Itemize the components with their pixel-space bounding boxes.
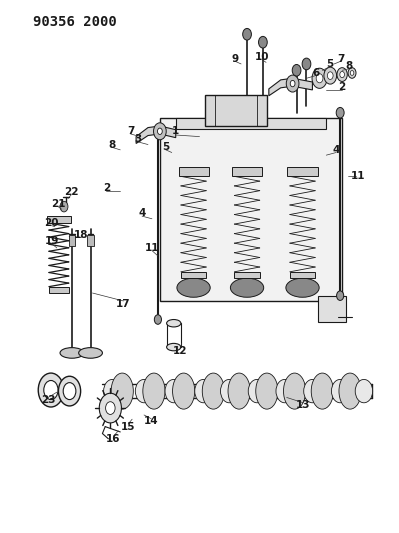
Bar bbox=[287, 167, 318, 176]
Text: 23: 23 bbox=[41, 395, 55, 405]
Bar bbox=[178, 167, 209, 176]
Circle shape bbox=[336, 108, 344, 118]
Ellipse shape bbox=[256, 373, 278, 409]
Ellipse shape bbox=[228, 373, 250, 409]
Ellipse shape bbox=[339, 373, 361, 409]
Ellipse shape bbox=[355, 379, 373, 403]
Text: 10: 10 bbox=[255, 52, 269, 62]
Bar bbox=[49, 287, 69, 293]
Circle shape bbox=[350, 70, 354, 75]
Text: 4: 4 bbox=[332, 145, 340, 155]
Circle shape bbox=[243, 28, 251, 40]
Ellipse shape bbox=[111, 373, 133, 409]
Bar bbox=[181, 272, 206, 278]
Circle shape bbox=[99, 393, 121, 423]
Text: 7: 7 bbox=[337, 54, 344, 63]
Text: 8: 8 bbox=[108, 140, 115, 150]
Bar bbox=[205, 95, 267, 126]
Circle shape bbox=[348, 68, 356, 78]
Ellipse shape bbox=[165, 379, 182, 403]
Circle shape bbox=[154, 123, 166, 140]
Text: 8: 8 bbox=[346, 61, 353, 71]
Text: 2: 2 bbox=[338, 82, 346, 92]
Ellipse shape bbox=[167, 343, 181, 351]
Ellipse shape bbox=[177, 278, 210, 297]
Ellipse shape bbox=[286, 278, 319, 297]
Circle shape bbox=[158, 128, 162, 134]
Bar bbox=[176, 118, 326, 128]
Circle shape bbox=[292, 64, 301, 76]
Text: 20: 20 bbox=[44, 218, 59, 228]
Ellipse shape bbox=[276, 379, 293, 403]
Circle shape bbox=[337, 291, 344, 301]
Text: 16: 16 bbox=[106, 434, 121, 444]
Text: 4: 4 bbox=[138, 208, 146, 219]
Ellipse shape bbox=[195, 379, 212, 403]
Bar bbox=[69, 235, 75, 246]
Text: 5: 5 bbox=[327, 59, 334, 69]
Text: 11: 11 bbox=[145, 243, 159, 253]
Ellipse shape bbox=[230, 278, 264, 297]
Ellipse shape bbox=[143, 373, 165, 409]
Circle shape bbox=[328, 72, 333, 79]
Text: 22: 22 bbox=[64, 187, 78, 197]
Ellipse shape bbox=[248, 379, 266, 403]
Polygon shape bbox=[269, 78, 312, 96]
Circle shape bbox=[154, 315, 162, 324]
Text: 13: 13 bbox=[296, 400, 310, 410]
Circle shape bbox=[154, 126, 162, 136]
Text: 90356 2000: 90356 2000 bbox=[33, 14, 117, 29]
Text: 15: 15 bbox=[121, 422, 135, 432]
Bar bbox=[47, 216, 71, 223]
Polygon shape bbox=[136, 126, 176, 143]
Text: 1: 1 bbox=[172, 126, 180, 136]
Text: 3: 3 bbox=[134, 134, 142, 144]
Ellipse shape bbox=[304, 379, 321, 403]
Text: 17: 17 bbox=[116, 298, 131, 309]
Ellipse shape bbox=[284, 373, 306, 409]
Ellipse shape bbox=[135, 379, 153, 403]
Bar bbox=[318, 296, 346, 322]
Circle shape bbox=[324, 67, 337, 84]
Ellipse shape bbox=[221, 379, 238, 403]
Ellipse shape bbox=[104, 379, 121, 403]
Circle shape bbox=[38, 373, 63, 407]
Bar bbox=[160, 118, 342, 301]
Text: 21: 21 bbox=[51, 199, 65, 209]
Text: 19: 19 bbox=[45, 236, 59, 246]
Text: 12: 12 bbox=[173, 346, 188, 357]
Circle shape bbox=[259, 36, 267, 48]
Circle shape bbox=[302, 58, 311, 70]
Ellipse shape bbox=[311, 373, 334, 409]
Text: 5: 5 bbox=[162, 142, 170, 152]
Circle shape bbox=[340, 71, 344, 78]
Text: 2: 2 bbox=[103, 183, 110, 193]
Text: 11: 11 bbox=[351, 172, 365, 181]
Circle shape bbox=[286, 75, 299, 92]
Circle shape bbox=[290, 80, 295, 87]
Circle shape bbox=[63, 383, 76, 400]
Ellipse shape bbox=[332, 379, 349, 403]
Ellipse shape bbox=[172, 373, 195, 409]
Text: 7: 7 bbox=[127, 126, 134, 136]
Bar bbox=[290, 272, 315, 278]
Text: 14: 14 bbox=[144, 416, 158, 426]
Circle shape bbox=[60, 201, 68, 212]
Circle shape bbox=[316, 74, 323, 83]
Text: 9: 9 bbox=[231, 54, 239, 63]
Circle shape bbox=[337, 68, 347, 82]
Circle shape bbox=[58, 376, 81, 406]
Ellipse shape bbox=[167, 319, 181, 327]
Circle shape bbox=[312, 68, 327, 88]
Text: 6: 6 bbox=[312, 68, 319, 78]
Circle shape bbox=[106, 402, 115, 415]
Ellipse shape bbox=[79, 348, 103, 358]
Bar bbox=[234, 272, 260, 278]
Bar bbox=[87, 235, 94, 246]
Ellipse shape bbox=[60, 348, 84, 358]
Text: 18: 18 bbox=[73, 230, 88, 240]
Circle shape bbox=[44, 381, 58, 400]
Ellipse shape bbox=[202, 373, 225, 409]
Bar bbox=[232, 167, 262, 176]
